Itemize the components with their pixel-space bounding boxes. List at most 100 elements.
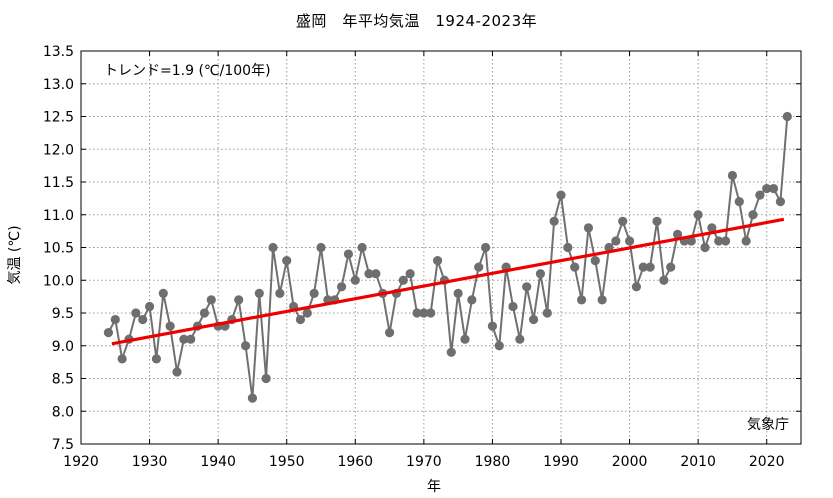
observed-point <box>768 183 779 194</box>
x-axis-label: 年 <box>427 479 441 495</box>
observed-point <box>179 334 189 344</box>
observed-point <box>666 262 676 272</box>
observed-point <box>762 183 772 194</box>
observed-point <box>247 393 258 403</box>
observed-point <box>522 282 532 292</box>
trend-line <box>111 217 785 346</box>
y-tick-label: 7.5 <box>52 437 74 453</box>
y-tick-label: 10.5 <box>43 241 74 257</box>
observed-point <box>494 341 504 351</box>
x-axis-ticks: 1920 1930 1940 1950 1960 1970 1980 1990 2000 2010… <box>63 51 785 470</box>
observed-point <box>309 288 319 298</box>
observed-point <box>707 223 717 233</box>
observed-point <box>275 288 285 298</box>
observed-point <box>350 275 360 285</box>
observed-point <box>131 308 141 318</box>
x-tick-label: 1970 <box>406 454 442 470</box>
observed-point <box>302 308 312 318</box>
observed-point <box>240 341 251 351</box>
x-tick-label: 1950 <box>269 454 305 470</box>
x-tick-label: 1940 <box>200 454 236 470</box>
observed-point <box>570 262 580 272</box>
observed-point <box>672 229 683 239</box>
observed-point <box>528 314 539 325</box>
observed-point <box>659 275 669 285</box>
observed-point <box>371 269 381 279</box>
observed-point <box>597 295 607 305</box>
x-tick-label: 2000 <box>612 454 648 470</box>
trend-series <box>111 217 785 346</box>
observed-point <box>748 210 758 220</box>
y-tick-label: 8.0 <box>52 404 74 420</box>
x-tick-label: 1930 <box>132 454 168 470</box>
y-tick-label: 8.5 <box>52 372 74 388</box>
chart-title: 盛岡 年平均気温 1924-2023年 <box>295 12 538 30</box>
observed-point <box>755 190 765 200</box>
observed-point <box>542 308 552 318</box>
observed-point <box>714 236 724 246</box>
observed-point <box>398 275 408 285</box>
observed-point <box>775 197 786 207</box>
observed-point <box>158 288 168 298</box>
y-tick-label: 9.5 <box>52 306 74 322</box>
observed-point <box>234 295 244 305</box>
observed-point <box>638 262 648 272</box>
observed-point <box>720 236 731 246</box>
x-tick-label: 2020 <box>749 454 785 470</box>
observed-point <box>103 328 114 338</box>
observed-point <box>563 242 573 253</box>
observed-point <box>138 314 148 325</box>
observed-point <box>474 262 484 272</box>
observed-point <box>611 236 621 246</box>
observed-point <box>268 242 278 253</box>
x-tick-label: 1990 <box>543 454 579 470</box>
observed-point <box>693 210 703 220</box>
observed-point <box>384 328 395 338</box>
observed-point <box>700 242 710 253</box>
y-tick-label: 13.5 <box>43 44 74 60</box>
y-tick-label: 11.5 <box>43 175 74 191</box>
trend-annotation: トレンド=1.9 (℃/100年) <box>104 63 271 79</box>
observed-point <box>515 334 525 344</box>
x-tick-label: 1920 <box>63 454 99 470</box>
observed-point <box>419 308 429 318</box>
y-axis-ticks: 7.5 8.0 8.5 9.0 9.5 10.0 10.5 11.0 11.5 12.0 12.5 1… <box>43 44 801 453</box>
y-tick-label: 11.0 <box>43 208 74 224</box>
y-tick-label: 12.5 <box>43 110 74 126</box>
grid-lines <box>81 51 801 444</box>
observed-point <box>412 308 422 318</box>
observed-point <box>590 256 600 266</box>
observed-point <box>453 288 463 298</box>
observed-point <box>186 334 196 344</box>
observed-point <box>144 301 155 312</box>
observed-point <box>508 301 518 312</box>
observed-point <box>446 347 456 357</box>
y-axis-label: 気温 (℃) <box>7 225 23 285</box>
observed-point <box>467 295 477 305</box>
observed-point <box>165 321 175 331</box>
observed-point <box>727 170 738 181</box>
observed-point <box>405 269 415 279</box>
observed-point <box>652 216 662 226</box>
observed-point <box>487 321 498 331</box>
observed-point <box>282 256 292 266</box>
observed-line <box>107 116 789 399</box>
observed-point <box>686 236 696 246</box>
observed-series <box>103 111 792 403</box>
observed-point <box>316 242 326 253</box>
x-tick-label: 1960 <box>337 454 373 470</box>
observed-point <box>741 236 751 246</box>
observed-point <box>480 242 491 253</box>
observed-point <box>556 190 566 200</box>
observed-point <box>624 236 635 246</box>
observed-point <box>631 282 642 292</box>
x-tick-label: 2010 <box>680 454 716 470</box>
y-tick-label: 13.0 <box>43 77 74 93</box>
y-tick-label: 9.0 <box>52 339 74 355</box>
observed-point <box>261 373 271 384</box>
observed-point <box>336 282 347 292</box>
observed-point <box>645 262 655 272</box>
observed-point <box>583 223 594 233</box>
observed-point <box>254 288 264 298</box>
